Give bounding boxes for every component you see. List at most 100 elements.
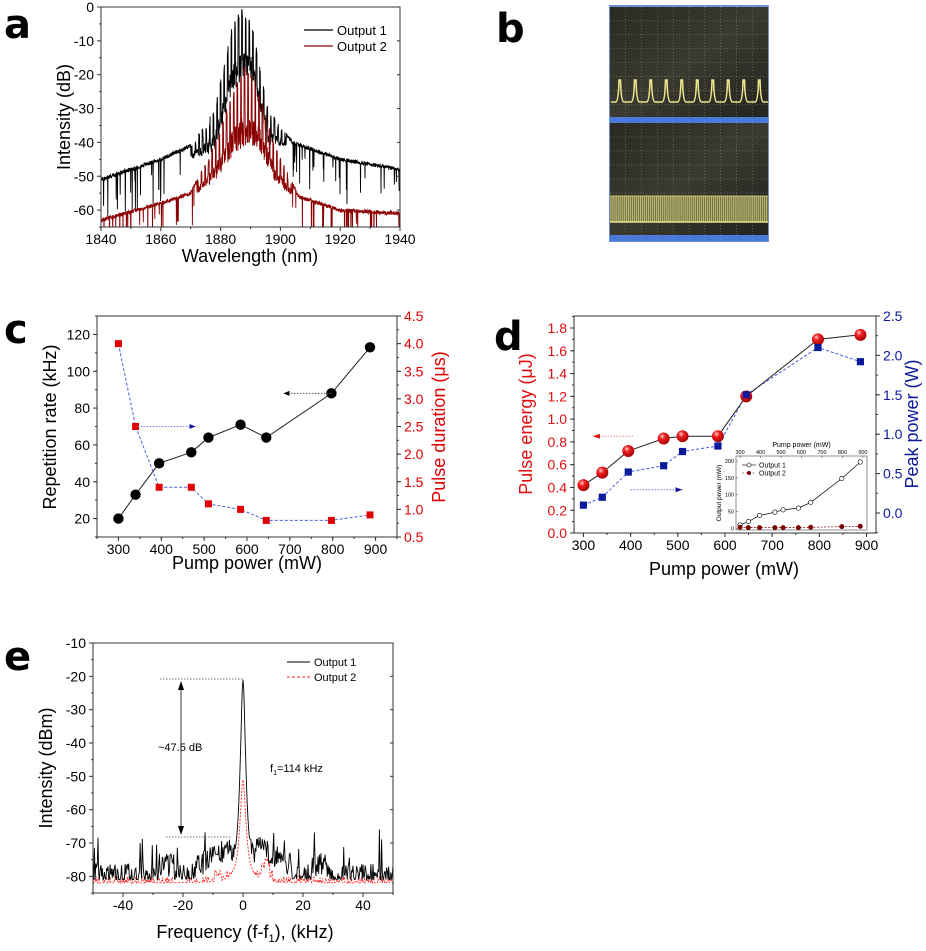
x-tick-label: 300 bbox=[572, 537, 596, 553]
arrow-left-icon bbox=[283, 390, 290, 396]
pulse-energy-point bbox=[711, 430, 724, 443]
x-tick-label: 400 bbox=[150, 541, 174, 557]
inset-point-1 bbox=[839, 476, 845, 482]
pulse-duration-point bbox=[262, 516, 270, 524]
panel-a-legend: Output 1 Output 2 bbox=[304, 23, 387, 54]
y-tick-label: -60 bbox=[74, 202, 94, 218]
inset-x-tick-label: 700 bbox=[817, 450, 826, 456]
inset-point-2 bbox=[839, 524, 845, 530]
panel-a-ylabel: Intensity (dB) bbox=[54, 64, 74, 170]
repetition-rate-point bbox=[235, 419, 246, 430]
repetition-rate-line bbox=[117, 346, 371, 519]
panel-d-chart: 300 400 500 600 700 800 9000.00.20.40.60.81.01… bbox=[516, 308, 922, 579]
inset-point-1 bbox=[808, 499, 814, 505]
frequency-annotation: f1=114 kHz bbox=[270, 763, 323, 777]
inset-point-1 bbox=[745, 519, 751, 525]
repetition-rate-point bbox=[153, 458, 165, 469]
y-tick-label: -50 bbox=[74, 168, 94, 184]
y-tick-label: -10 bbox=[66, 635, 86, 651]
peak-power-point bbox=[678, 447, 687, 456]
y-tick-label: 0.0 bbox=[548, 525, 568, 541]
repetition-rate-point bbox=[203, 432, 214, 443]
legend-label-output-1: Output 1 bbox=[337, 23, 387, 38]
pulse-duration-point bbox=[132, 423, 140, 430]
y-tick-label: -20 bbox=[74, 67, 94, 83]
x-tick-label: -20 bbox=[173, 897, 193, 913]
panel-d-y2label: Peak power (W) bbox=[902, 359, 922, 488]
scope-upper-pulse-trace bbox=[611, 79, 768, 103]
repetition-rate-point bbox=[113, 513, 124, 524]
inset-x-tick-label: 300 bbox=[736, 450, 745, 456]
x-tick-label: 1880 bbox=[205, 231, 236, 247]
inset-point-2 bbox=[737, 524, 743, 530]
y2-tick-label: 3.0 bbox=[404, 391, 424, 407]
pulse-energy-point bbox=[622, 445, 635, 457]
pulse-duration-point bbox=[327, 516, 335, 524]
pulse-duration-line bbox=[117, 343, 371, 521]
y2-tick-label: 3.5 bbox=[404, 363, 424, 379]
x-tick-label: 400 bbox=[619, 537, 643, 553]
arrow-right-icon bbox=[189, 424, 196, 429]
x-tick-label: 800 bbox=[808, 537, 832, 553]
y-tick-label: -40 bbox=[74, 134, 94, 150]
y-tick-label: 0.6 bbox=[548, 457, 568, 473]
panel-d-xlabel: Pump power (mW) bbox=[649, 559, 799, 579]
arrow-head-down-icon bbox=[178, 826, 184, 835]
legend-label-output-2: Output 2 bbox=[337, 39, 387, 54]
repetition-rate-point bbox=[130, 489, 141, 500]
panel-a-xlabel: Wavelength (nm) bbox=[182, 246, 318, 266]
y-tick-label: 80 bbox=[74, 400, 90, 416]
y-tick-label: 100 bbox=[67, 363, 91, 379]
arrow-head-up-icon bbox=[178, 681, 184, 690]
x-tick-label: 700 bbox=[278, 541, 302, 557]
y-tick-label: 0.2 bbox=[548, 502, 568, 518]
panel-e-annotation: ~47.5 dB f1=114 kHz bbox=[158, 678, 323, 838]
peak-power-point bbox=[742, 391, 750, 399]
panel-c-xlabel: Pump power (mW) bbox=[172, 553, 322, 573]
x-tick-label: -40 bbox=[113, 897, 133, 913]
x-tick-label: 0 bbox=[239, 897, 247, 913]
y-tick-label: -40 bbox=[66, 735, 86, 751]
peak-power-point bbox=[856, 358, 865, 366]
dynamic-range-label: ~47.5 dB bbox=[158, 742, 202, 754]
inset-x-tick-label: 800 bbox=[838, 450, 847, 456]
peak-power-point bbox=[598, 493, 606, 501]
y-tick-label: 0.8 bbox=[548, 434, 568, 450]
trace-output-1 bbox=[93, 679, 393, 882]
y-tick-label: 1.6 bbox=[548, 343, 568, 359]
pulse-duration-point bbox=[204, 500, 212, 508]
y-tick-label: 20 bbox=[74, 511, 90, 527]
inset-point-2 bbox=[795, 525, 801, 531]
inset-ylabel: Output power (mW) bbox=[716, 465, 723, 522]
y2-tick-label: 2.0 bbox=[883, 347, 903, 363]
y-tick-label: 40 bbox=[74, 474, 90, 490]
pulse-duration-point bbox=[114, 340, 122, 348]
y2-tick-label: 0.5 bbox=[883, 466, 903, 482]
inset-point-1 bbox=[772, 509, 778, 515]
pulse-duration-point bbox=[237, 505, 245, 513]
pulse-duration-point bbox=[187, 483, 195, 491]
x-tick-label: 600 bbox=[235, 541, 259, 557]
y-tick-label: 60 bbox=[74, 437, 90, 453]
repetition-rate-point bbox=[186, 447, 197, 458]
x-tick-label: 1940 bbox=[384, 231, 415, 247]
inset-frame bbox=[735, 455, 868, 531]
inset-point-2 bbox=[808, 524, 814, 530]
peak-power-point bbox=[579, 501, 588, 509]
inset-point-2 bbox=[857, 523, 863, 529]
inset-x-tick-label: 900 bbox=[858, 450, 867, 456]
y2-tick-label: 1.0 bbox=[883, 426, 903, 442]
y-tick-label: 1.8 bbox=[548, 320, 568, 336]
repetition-rate-point bbox=[261, 432, 272, 443]
y-tick-label: -30 bbox=[66, 702, 86, 718]
repetition-rate-point bbox=[364, 342, 376, 353]
legend-label-output-2: Output 2 bbox=[314, 672, 356, 684]
x-tick-label: 1900 bbox=[265, 231, 296, 247]
inset-point-1 bbox=[795, 505, 801, 511]
xlabel-sub: 1 bbox=[268, 933, 274, 945]
y-tick-label: 1.4 bbox=[548, 366, 568, 382]
inset-y-tick-label: 0 bbox=[731, 526, 734, 532]
y-tick-label: 1.2 bbox=[548, 388, 568, 404]
panel-d-ylabel: Pulse energy (μJ) bbox=[516, 353, 536, 494]
